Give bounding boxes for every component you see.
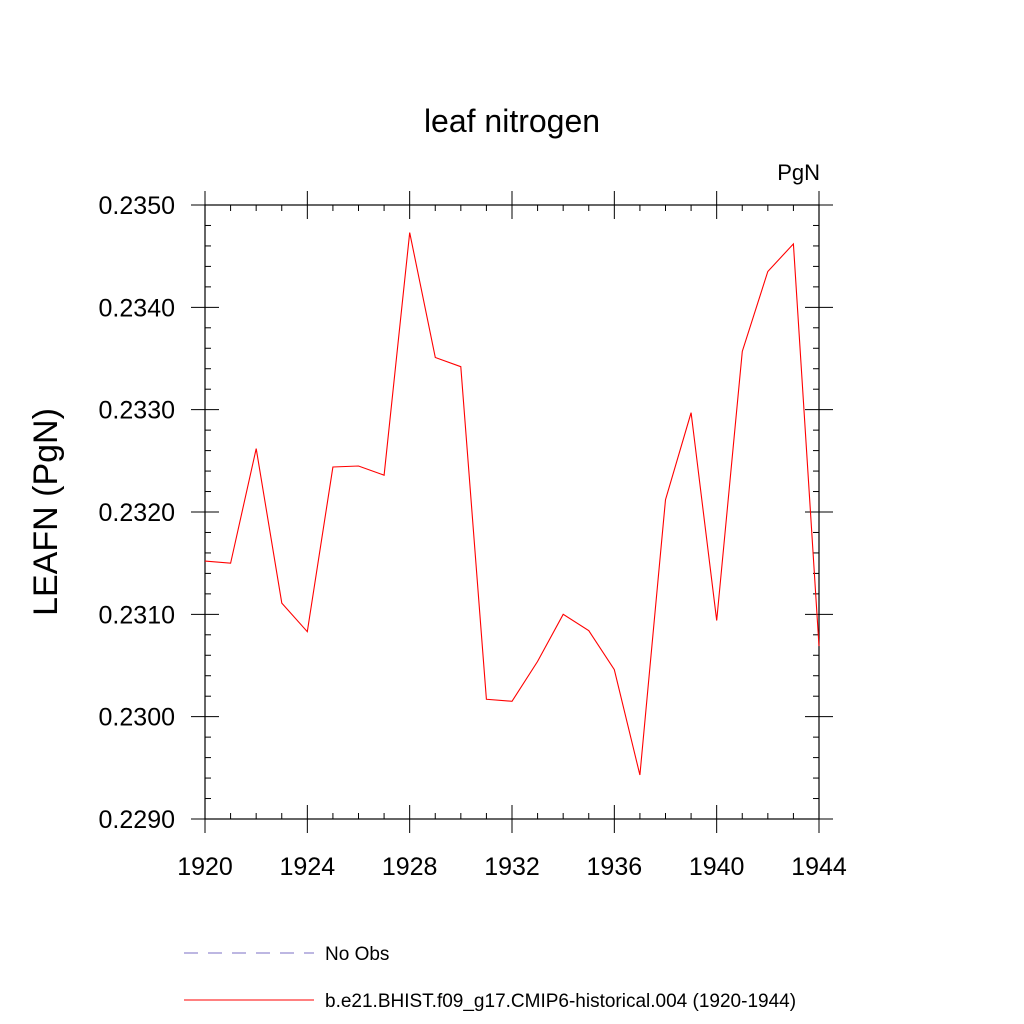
x-tick-label: 1928 (382, 853, 438, 881)
y-tick-label: 0.2300 (99, 704, 175, 732)
chart-title: leaf nitrogen (424, 103, 600, 139)
y-tick-label: 0.2310 (99, 601, 175, 629)
x-tick-label: 1924 (280, 853, 336, 881)
legend: No Obs b.e21.BHIST.f09_g17.CMIP6-historic… (184, 944, 796, 1012)
axis-tick-labels: 1920 1924 1928 1932 1936 1940 1944 0.2290 0.2300… (99, 192, 847, 881)
legend-label: b.e21.BHIST.f09_g17.CMIP6-historical.004… (325, 991, 796, 1012)
x-tick-label: 1940 (689, 853, 745, 881)
x-tick-label: 1920 (177, 853, 233, 881)
axis-ticks (191, 191, 833, 833)
units-label: PgN (777, 160, 820, 185)
y-tick-label: 0.2320 (99, 499, 175, 527)
series-layer (204, 232, 820, 776)
y-tick-label: 0.2340 (99, 294, 175, 322)
y-axis-label: LEAFN (PgN) (27, 408, 65, 616)
series-line (204, 232, 820, 776)
y-tick-label: 0.2350 (99, 192, 175, 220)
y-tick-label: 0.2290 (99, 806, 175, 834)
y-tick-label: 0.2330 (99, 397, 175, 425)
x-tick-label: 1936 (587, 853, 643, 881)
x-tick-label: 1944 (791, 853, 847, 881)
legend-label: No Obs (325, 944, 389, 965)
x-tick-label: 1932 (484, 853, 540, 881)
